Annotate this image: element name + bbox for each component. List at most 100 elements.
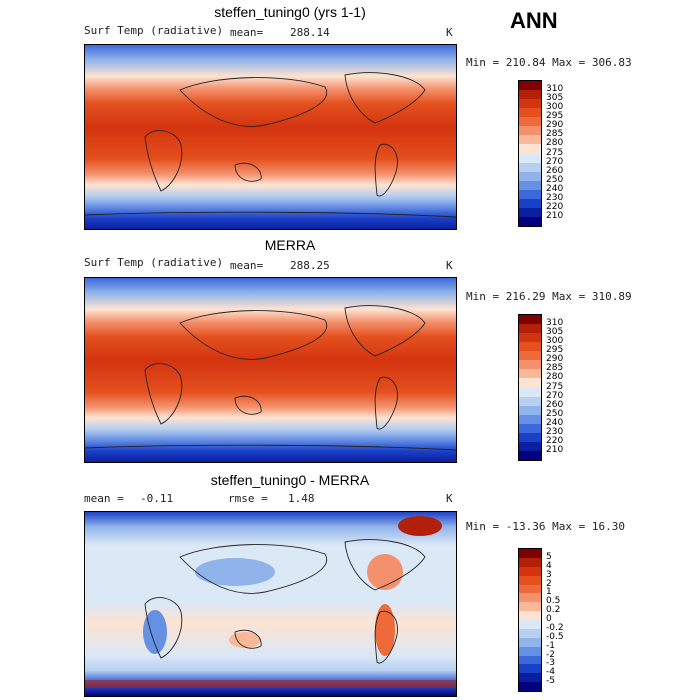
- panel3-difference-field: [85, 512, 456, 696]
- panel2-colorbar-tick-label: 250: [546, 408, 564, 419]
- panel3-units: K: [446, 492, 453, 505]
- panel3-colorbar-tick-label: 0.5: [546, 596, 561, 607]
- panel1-colorbar-tick-label: 275: [546, 147, 564, 158]
- panel3-map: [84, 511, 457, 697]
- panel3-colorbar: [518, 548, 542, 692]
- panel1-colorbar-swatch: [519, 135, 541, 145]
- panel2-map: [84, 277, 457, 463]
- panel1-colorbar-swatch: [519, 198, 541, 208]
- panel1-colorbar-tick-label: 300: [546, 102, 564, 113]
- panel1-colorbar-swatch: [519, 162, 541, 172]
- panel3-anomaly-patches: [85, 516, 456, 688]
- panel2-colorbar-tick-label: 280: [546, 372, 564, 383]
- panel1-colorbar-tick-label: 305: [546, 93, 564, 104]
- panel1-map-svg: [85, 45, 456, 229]
- panel2-variable-label: Surf Temp (radiative): [84, 256, 224, 269]
- panel3-colorbar-tick-label: 1: [546, 587, 552, 598]
- panel3-colorbar-tick-label: -1: [546, 640, 555, 651]
- panel1-colorbar-tick-label: 310: [546, 84, 564, 95]
- panel1-title: steffen_tuning0 (yrs 1-1): [214, 4, 366, 20]
- panel3-colorbar-swatch: [519, 655, 541, 665]
- panel3-colorbar-swatch: [519, 646, 541, 656]
- panel2-colorbar-tick-label: 295: [546, 345, 564, 356]
- panel2-colorbar-swatch: [519, 324, 541, 334]
- panel3-mean-value: -0.11: [140, 492, 174, 505]
- panel1-colorbar-swatch: [519, 81, 541, 91]
- panel3-colorbar-swatch: [519, 575, 541, 585]
- panel2-minmax: Min = 216.29 Max = 310.89: [466, 290, 632, 303]
- panel3-mean-label: mean =: [84, 492, 124, 505]
- panel3-colorbar-tick-label: 5: [546, 551, 552, 562]
- panel1-colorbar-tick-label: 230: [546, 192, 564, 203]
- panel1-colorbar-swatch: [519, 180, 541, 190]
- panel2-colorbar-tick-label: 275: [546, 381, 564, 392]
- panel2-colorbar-tick-label: 305: [546, 327, 564, 338]
- panel3-title: steffen_tuning0 - MERRA: [210, 472, 370, 488]
- panel1-colorbar-tick-label: 210: [546, 210, 564, 221]
- panel1-coastlines: [85, 72, 456, 218]
- panel1-colorbar-tick-label: 240: [546, 183, 564, 194]
- panel2-units: K: [446, 259, 453, 272]
- panel3-colorbar-swatch: [519, 673, 541, 683]
- panel1-map: [84, 44, 457, 230]
- panel2-coastlines: [85, 305, 456, 451]
- panel2-map-svg: [85, 278, 456, 462]
- panel3-rmse-label: rmse =: [228, 492, 268, 505]
- panel1-colorbar-swatch: [519, 171, 541, 181]
- panel2-colorbar-swatch: [519, 378, 541, 388]
- panel1-colorbar-tick-label: 280: [546, 138, 564, 149]
- panel3-colorbar-swatch: [519, 584, 541, 594]
- panel3-map-svg: [85, 512, 456, 696]
- panel1-colorbar-swatch: [519, 126, 541, 136]
- panel1-colorbar-swatch: [519, 207, 541, 217]
- panel3-colorbar-tick-label: -0.2: [546, 622, 564, 633]
- panel1-minmax: Min = 210.84 Max = 306.83: [466, 56, 632, 69]
- panel3-colorbar-swatch: [519, 602, 541, 612]
- panel1-colorbar-tick-label: 270: [546, 156, 564, 167]
- panel3-colorbar-swatch: [519, 549, 541, 558]
- panel3-minmax: Min = -13.36 Max = 16.30: [466, 520, 625, 533]
- panel1-colorbar-tick-label: 285: [546, 129, 564, 140]
- panel3-colorbar-tick-label: -5: [546, 676, 555, 687]
- panel3-colorbar-tick-label: 3: [546, 569, 552, 580]
- panel3-colorbar-swatch: [519, 682, 541, 691]
- panel2-colorbar-swatch: [519, 441, 541, 451]
- panel2-colorbar-swatch: [519, 396, 541, 406]
- panel1-temperature-field: [85, 45, 456, 229]
- panel2-colorbar-tick-label: 285: [546, 363, 564, 374]
- panel1-colorbar-swatch: [519, 99, 541, 109]
- panel1-colorbar-swatch: [519, 90, 541, 100]
- panel2-colorbar-swatch: [519, 333, 541, 343]
- season-label: ANN: [510, 8, 558, 33]
- panel1-colorbar-swatch: [519, 117, 541, 127]
- panel3-colorbar-swatch: [519, 611, 541, 620]
- panel1-colorbar-tick-label: 260: [546, 165, 564, 176]
- panel3-rmse-value: 1.48: [288, 492, 315, 505]
- panel2-colorbar-tick-label: 300: [546, 336, 564, 347]
- panel2-colorbar-swatch: [519, 342, 541, 352]
- panel2-colorbar-swatch: [519, 414, 541, 424]
- panel3-colorbar-swatch: [519, 620, 541, 629]
- panel2-mean-label: mean=: [230, 259, 264, 272]
- panel2-colorbar-swatch: [519, 351, 541, 361]
- panel1-mean-value: 288.14: [290, 26, 330, 39]
- panel2-colorbar: [518, 314, 542, 461]
- panel3-colorbar-tick-label: 0.2: [546, 605, 561, 616]
- panel1-colorbar-swatch: [519, 189, 541, 199]
- panel1-colorbar-swatch: [519, 153, 541, 163]
- panel2-mean-value: 288.25: [290, 259, 330, 272]
- panel2-colorbar-swatch: [519, 369, 541, 379]
- panel1-units: K: [446, 26, 453, 39]
- panel3-colorbar-tick-label: -3: [546, 658, 555, 669]
- panel2-colorbar-tick-label: 260: [546, 399, 564, 410]
- panel1-colorbar-swatch: [519, 108, 541, 118]
- panel1-colorbar-tick-label: 295: [546, 111, 564, 122]
- panel3-colorbar-swatch: [519, 664, 541, 674]
- panel1-colorbar-swatch: [519, 144, 541, 154]
- panel1-mean-label: mean=: [230, 26, 264, 39]
- panel1-colorbar: [518, 80, 542, 227]
- panel2-colorbar-tick-label: 270: [546, 390, 564, 401]
- panel2-colorbar-tick-label: 290: [546, 354, 564, 365]
- panel2-colorbar-swatch: [519, 387, 541, 397]
- panel2-temperature-field: [85, 278, 456, 462]
